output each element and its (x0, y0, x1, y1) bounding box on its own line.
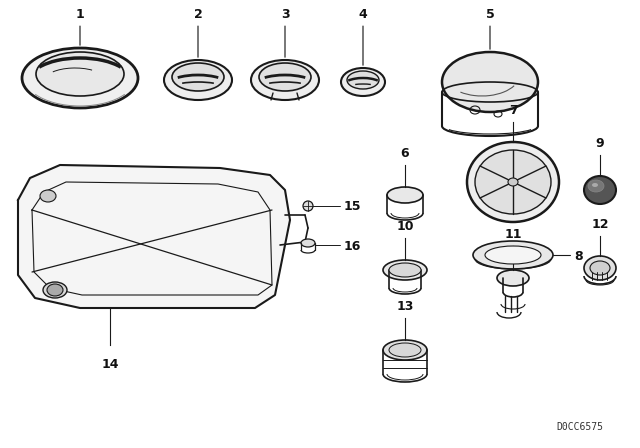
Text: 1: 1 (76, 8, 84, 45)
Text: 13: 13 (396, 300, 413, 313)
Text: 8: 8 (574, 250, 582, 263)
Ellipse shape (592, 183, 598, 187)
Ellipse shape (588, 180, 604, 192)
Ellipse shape (164, 60, 232, 100)
Ellipse shape (590, 261, 610, 275)
Text: 14: 14 (101, 358, 119, 371)
Text: 6: 6 (401, 147, 410, 160)
Ellipse shape (467, 142, 559, 222)
Text: 5: 5 (486, 8, 494, 49)
Text: 2: 2 (194, 8, 202, 57)
Ellipse shape (473, 241, 553, 269)
Ellipse shape (508, 178, 518, 186)
Ellipse shape (584, 256, 616, 280)
Ellipse shape (43, 282, 67, 298)
Ellipse shape (485, 246, 541, 264)
Ellipse shape (40, 190, 56, 202)
Text: 12: 12 (591, 218, 609, 231)
Ellipse shape (172, 63, 224, 91)
Ellipse shape (475, 150, 551, 214)
Text: 11: 11 (504, 228, 522, 241)
Ellipse shape (251, 60, 319, 100)
Text: 15: 15 (344, 201, 362, 214)
Text: 4: 4 (358, 8, 367, 65)
Polygon shape (18, 165, 290, 308)
Ellipse shape (497, 270, 529, 286)
Ellipse shape (387, 187, 423, 203)
Text: D0CC6575: D0CC6575 (557, 422, 604, 432)
Ellipse shape (442, 52, 538, 112)
Text: 7: 7 (509, 104, 517, 117)
Ellipse shape (47, 284, 63, 296)
Ellipse shape (22, 48, 138, 108)
Ellipse shape (259, 63, 311, 91)
Text: 10: 10 (396, 220, 413, 233)
Ellipse shape (383, 340, 427, 360)
Text: 3: 3 (281, 8, 289, 57)
Ellipse shape (347, 71, 379, 89)
Ellipse shape (584, 176, 616, 204)
Ellipse shape (389, 343, 421, 357)
Ellipse shape (36, 52, 124, 96)
Text: 16: 16 (344, 240, 362, 253)
Text: 9: 9 (596, 137, 604, 150)
Ellipse shape (301, 239, 315, 247)
Ellipse shape (303, 201, 313, 211)
Ellipse shape (341, 68, 385, 96)
Ellipse shape (389, 263, 421, 277)
Ellipse shape (383, 260, 427, 280)
